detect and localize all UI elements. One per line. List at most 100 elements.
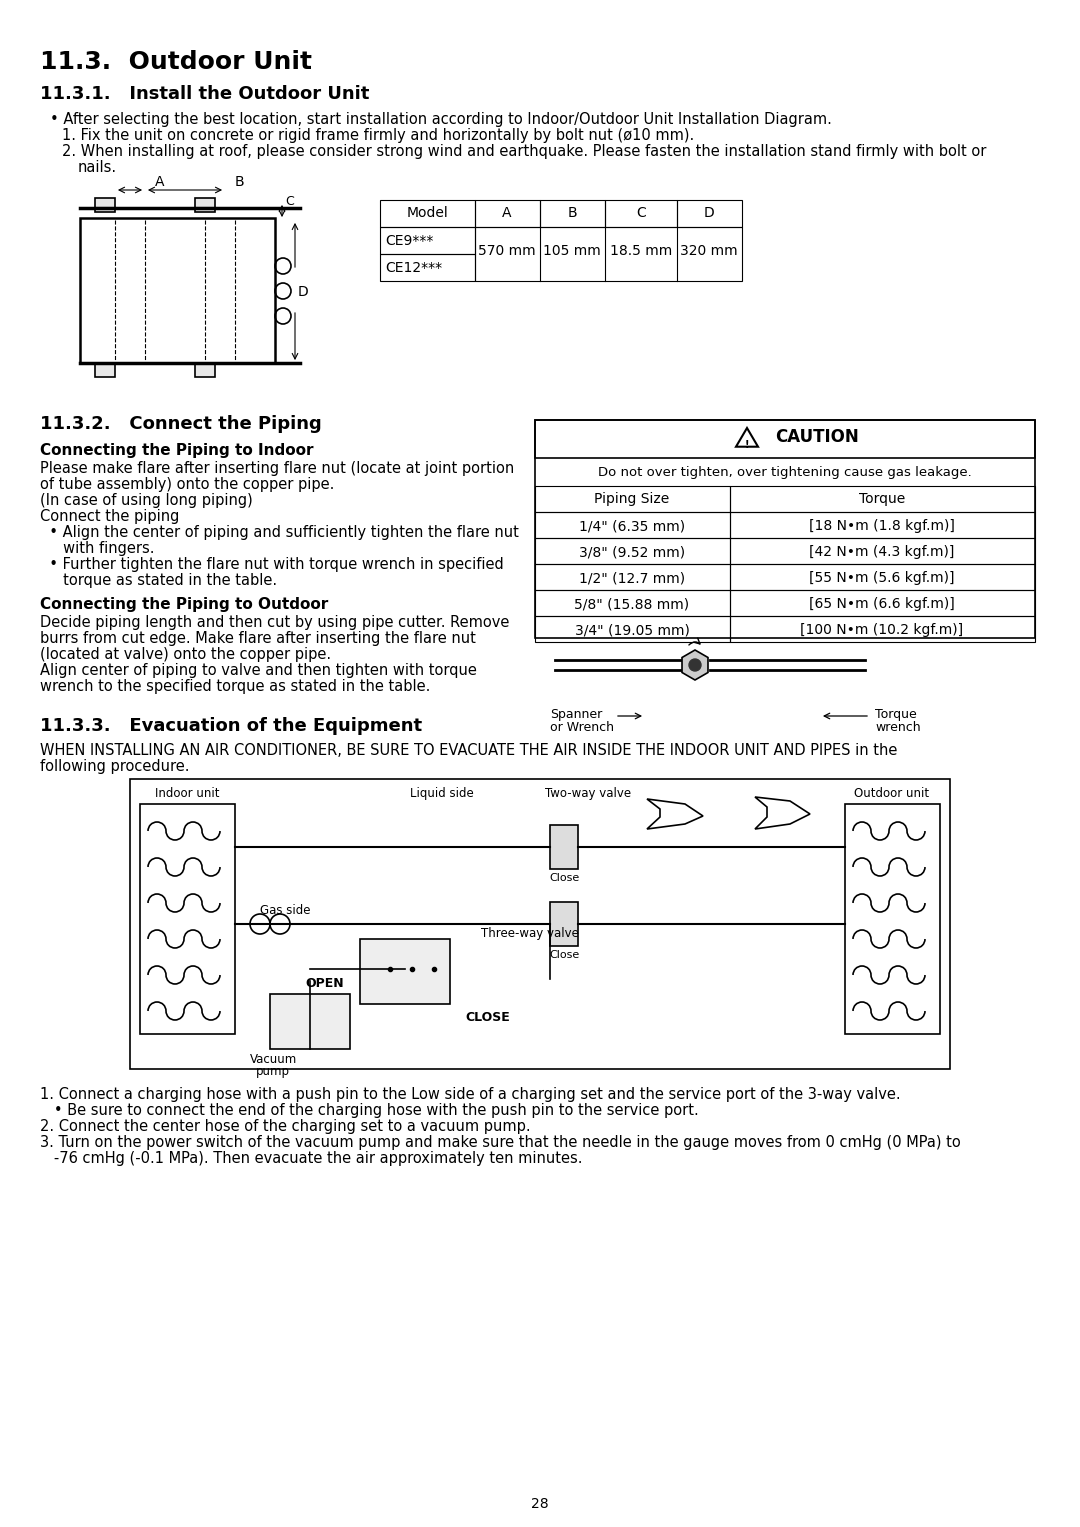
Text: Close: Close xyxy=(549,950,579,960)
Bar xyxy=(730,512,1035,538)
Text: with fingers.: with fingers. xyxy=(40,541,154,556)
Text: 1/2" (12.7 mm): 1/2" (12.7 mm) xyxy=(579,571,685,585)
Text: Outdoor unit: Outdoor unit xyxy=(854,786,930,800)
Text: D: D xyxy=(298,286,309,299)
Text: torque as stated in the table.: torque as stated in the table. xyxy=(40,573,278,588)
Text: • Align the center of piping and sufficiently tighten the flare nut: • Align the center of piping and suffici… xyxy=(40,525,518,541)
Text: Connecting the Piping to Outdoor: Connecting the Piping to Outdoor xyxy=(40,597,328,612)
Text: Torque: Torque xyxy=(875,709,917,721)
Bar xyxy=(605,200,677,228)
Text: A: A xyxy=(502,206,512,220)
Bar xyxy=(380,228,475,253)
Text: 3. Turn on the power switch of the vacuum pump and make sure that the needle in : 3. Turn on the power switch of the vacuu… xyxy=(40,1135,961,1150)
Text: CAUTION: CAUTION xyxy=(775,428,859,446)
Text: B: B xyxy=(235,176,245,189)
Bar xyxy=(380,200,475,228)
Text: Do not over tighten, over tightening cause gas leakage.: Do not over tighten, over tightening cau… xyxy=(598,466,972,479)
Bar xyxy=(360,939,450,1003)
Text: 2. Connect the center hose of the charging set to a vacuum pump.: 2. Connect the center hose of the chargi… xyxy=(40,1119,530,1135)
Text: Three-way valve: Three-way valve xyxy=(481,927,579,941)
Text: CE12***: CE12*** xyxy=(384,261,442,275)
Text: burrs from cut edge. Make flare after inserting the flare nut: burrs from cut edge. Make flare after in… xyxy=(40,631,476,646)
Text: following procedure.: following procedure. xyxy=(40,759,189,774)
Text: Connect the piping: Connect the piping xyxy=(40,508,179,524)
Text: CLOSE: CLOSE xyxy=(465,1011,510,1025)
Text: WHEN INSTALLING AN AIR CONDITIONER, BE SURE TO EVACUATE THE AIR INSIDE THE INDOO: WHEN INSTALLING AN AIR CONDITIONER, BE S… xyxy=(40,744,897,757)
Bar xyxy=(730,615,1035,641)
Text: Align center of piping to valve and then tighten with torque: Align center of piping to valve and then… xyxy=(40,663,477,678)
Bar xyxy=(95,199,114,212)
Bar xyxy=(535,589,730,615)
Bar xyxy=(535,486,730,512)
Bar xyxy=(535,420,1035,638)
Bar xyxy=(535,538,730,563)
Text: Liquid side: Liquid side xyxy=(410,786,474,800)
Bar xyxy=(550,825,578,869)
Text: Please make flare after inserting flare nut (locate at joint portion: Please make flare after inserting flare … xyxy=(40,461,514,476)
Bar xyxy=(475,200,540,228)
Bar xyxy=(730,563,1035,589)
Text: 3/4" (19.05 mm): 3/4" (19.05 mm) xyxy=(575,623,689,637)
Text: 320 mm: 320 mm xyxy=(680,244,738,258)
Text: Connecting the Piping to Indoor: Connecting the Piping to Indoor xyxy=(40,443,313,458)
Bar xyxy=(140,805,235,1034)
Text: of tube assembly) onto the copper pipe.: of tube assembly) onto the copper pipe. xyxy=(40,476,335,492)
Text: • After selecting the best location, start installation according to Indoor/Outd: • After selecting the best location, sta… xyxy=(50,111,832,127)
Bar xyxy=(535,512,730,538)
Circle shape xyxy=(689,660,701,670)
Text: Piping Size: Piping Size xyxy=(594,492,670,505)
Bar xyxy=(535,615,730,641)
Bar xyxy=(380,253,475,281)
Text: wrench: wrench xyxy=(875,721,920,734)
Bar xyxy=(195,363,215,377)
Text: 1. Fix the unit on concrete or rigid frame firmly and horizontally by bolt nut (: 1. Fix the unit on concrete or rigid fra… xyxy=(62,128,694,144)
Bar xyxy=(195,199,215,212)
Text: 105 mm: 105 mm xyxy=(543,244,600,258)
Text: 11.3.1.   Install the Outdoor Unit: 11.3.1. Install the Outdoor Unit xyxy=(40,86,369,102)
Text: A: A xyxy=(156,176,164,189)
Text: OPEN: OPEN xyxy=(305,977,343,989)
Text: [18 N•m (1.8 kgf.m)]: [18 N•m (1.8 kgf.m)] xyxy=(809,519,955,533)
Text: 1/4" (6.35 mm): 1/4" (6.35 mm) xyxy=(579,519,685,533)
Text: Spanner: Spanner xyxy=(550,709,603,721)
Text: D: D xyxy=(704,206,714,220)
Bar xyxy=(730,589,1035,615)
Text: wrench to the specified torque as stated in the table.: wrench to the specified torque as stated… xyxy=(40,680,430,693)
Bar xyxy=(730,486,1035,512)
Text: or Wrench: or Wrench xyxy=(550,721,615,734)
Bar xyxy=(677,200,742,228)
Text: 3/8" (9.52 mm): 3/8" (9.52 mm) xyxy=(579,545,685,559)
Text: [55 N•m (5.6 kgf.m)]: [55 N•m (5.6 kgf.m)] xyxy=(809,571,955,585)
Text: 28: 28 xyxy=(531,1496,549,1512)
Text: C: C xyxy=(636,206,646,220)
Text: 11.3.2.   Connect the Piping: 11.3.2. Connect the Piping xyxy=(40,415,322,434)
Text: Close: Close xyxy=(549,873,579,883)
Text: Decide piping length and then cut by using pipe cutter. Remove: Decide piping length and then cut by usi… xyxy=(40,615,510,631)
Bar xyxy=(535,420,1035,458)
Text: [65 N•m (6.6 kgf.m)]: [65 N•m (6.6 kgf.m)] xyxy=(809,597,955,611)
Bar xyxy=(540,200,605,228)
Text: 570 mm: 570 mm xyxy=(478,244,536,258)
Bar xyxy=(730,538,1035,563)
Text: pump: pump xyxy=(256,1064,291,1078)
Text: (located at valve) onto the copper pipe.: (located at valve) onto the copper pipe. xyxy=(40,647,332,663)
Text: Vacuum: Vacuum xyxy=(249,1054,297,1066)
Bar xyxy=(535,563,730,589)
Text: 5/8" (15.88 mm): 5/8" (15.88 mm) xyxy=(575,597,689,611)
Bar xyxy=(95,363,114,377)
Text: CE9***: CE9*** xyxy=(384,234,433,247)
Polygon shape xyxy=(681,651,708,680)
Bar xyxy=(550,902,578,947)
Text: Indoor unit: Indoor unit xyxy=(154,786,219,800)
Text: !: ! xyxy=(745,440,750,450)
Text: Model: Model xyxy=(406,206,448,220)
Text: [100 N•m (10.2 kgf.m)]: [100 N•m (10.2 kgf.m)] xyxy=(800,623,963,637)
Text: B: B xyxy=(567,206,577,220)
Text: -76 cmHg (-0.1 MPa). Then evacuate the air approximately ten minutes.: -76 cmHg (-0.1 MPa). Then evacuate the a… xyxy=(40,1151,582,1167)
Text: nails.: nails. xyxy=(78,160,117,176)
Text: 18.5 mm: 18.5 mm xyxy=(610,244,672,258)
Bar xyxy=(130,779,950,1069)
Bar xyxy=(80,218,275,363)
Text: Two-way valve: Two-way valve xyxy=(545,786,631,800)
Text: • Further tighten the flare nut with torque wrench in specified: • Further tighten the flare nut with tor… xyxy=(40,557,503,573)
